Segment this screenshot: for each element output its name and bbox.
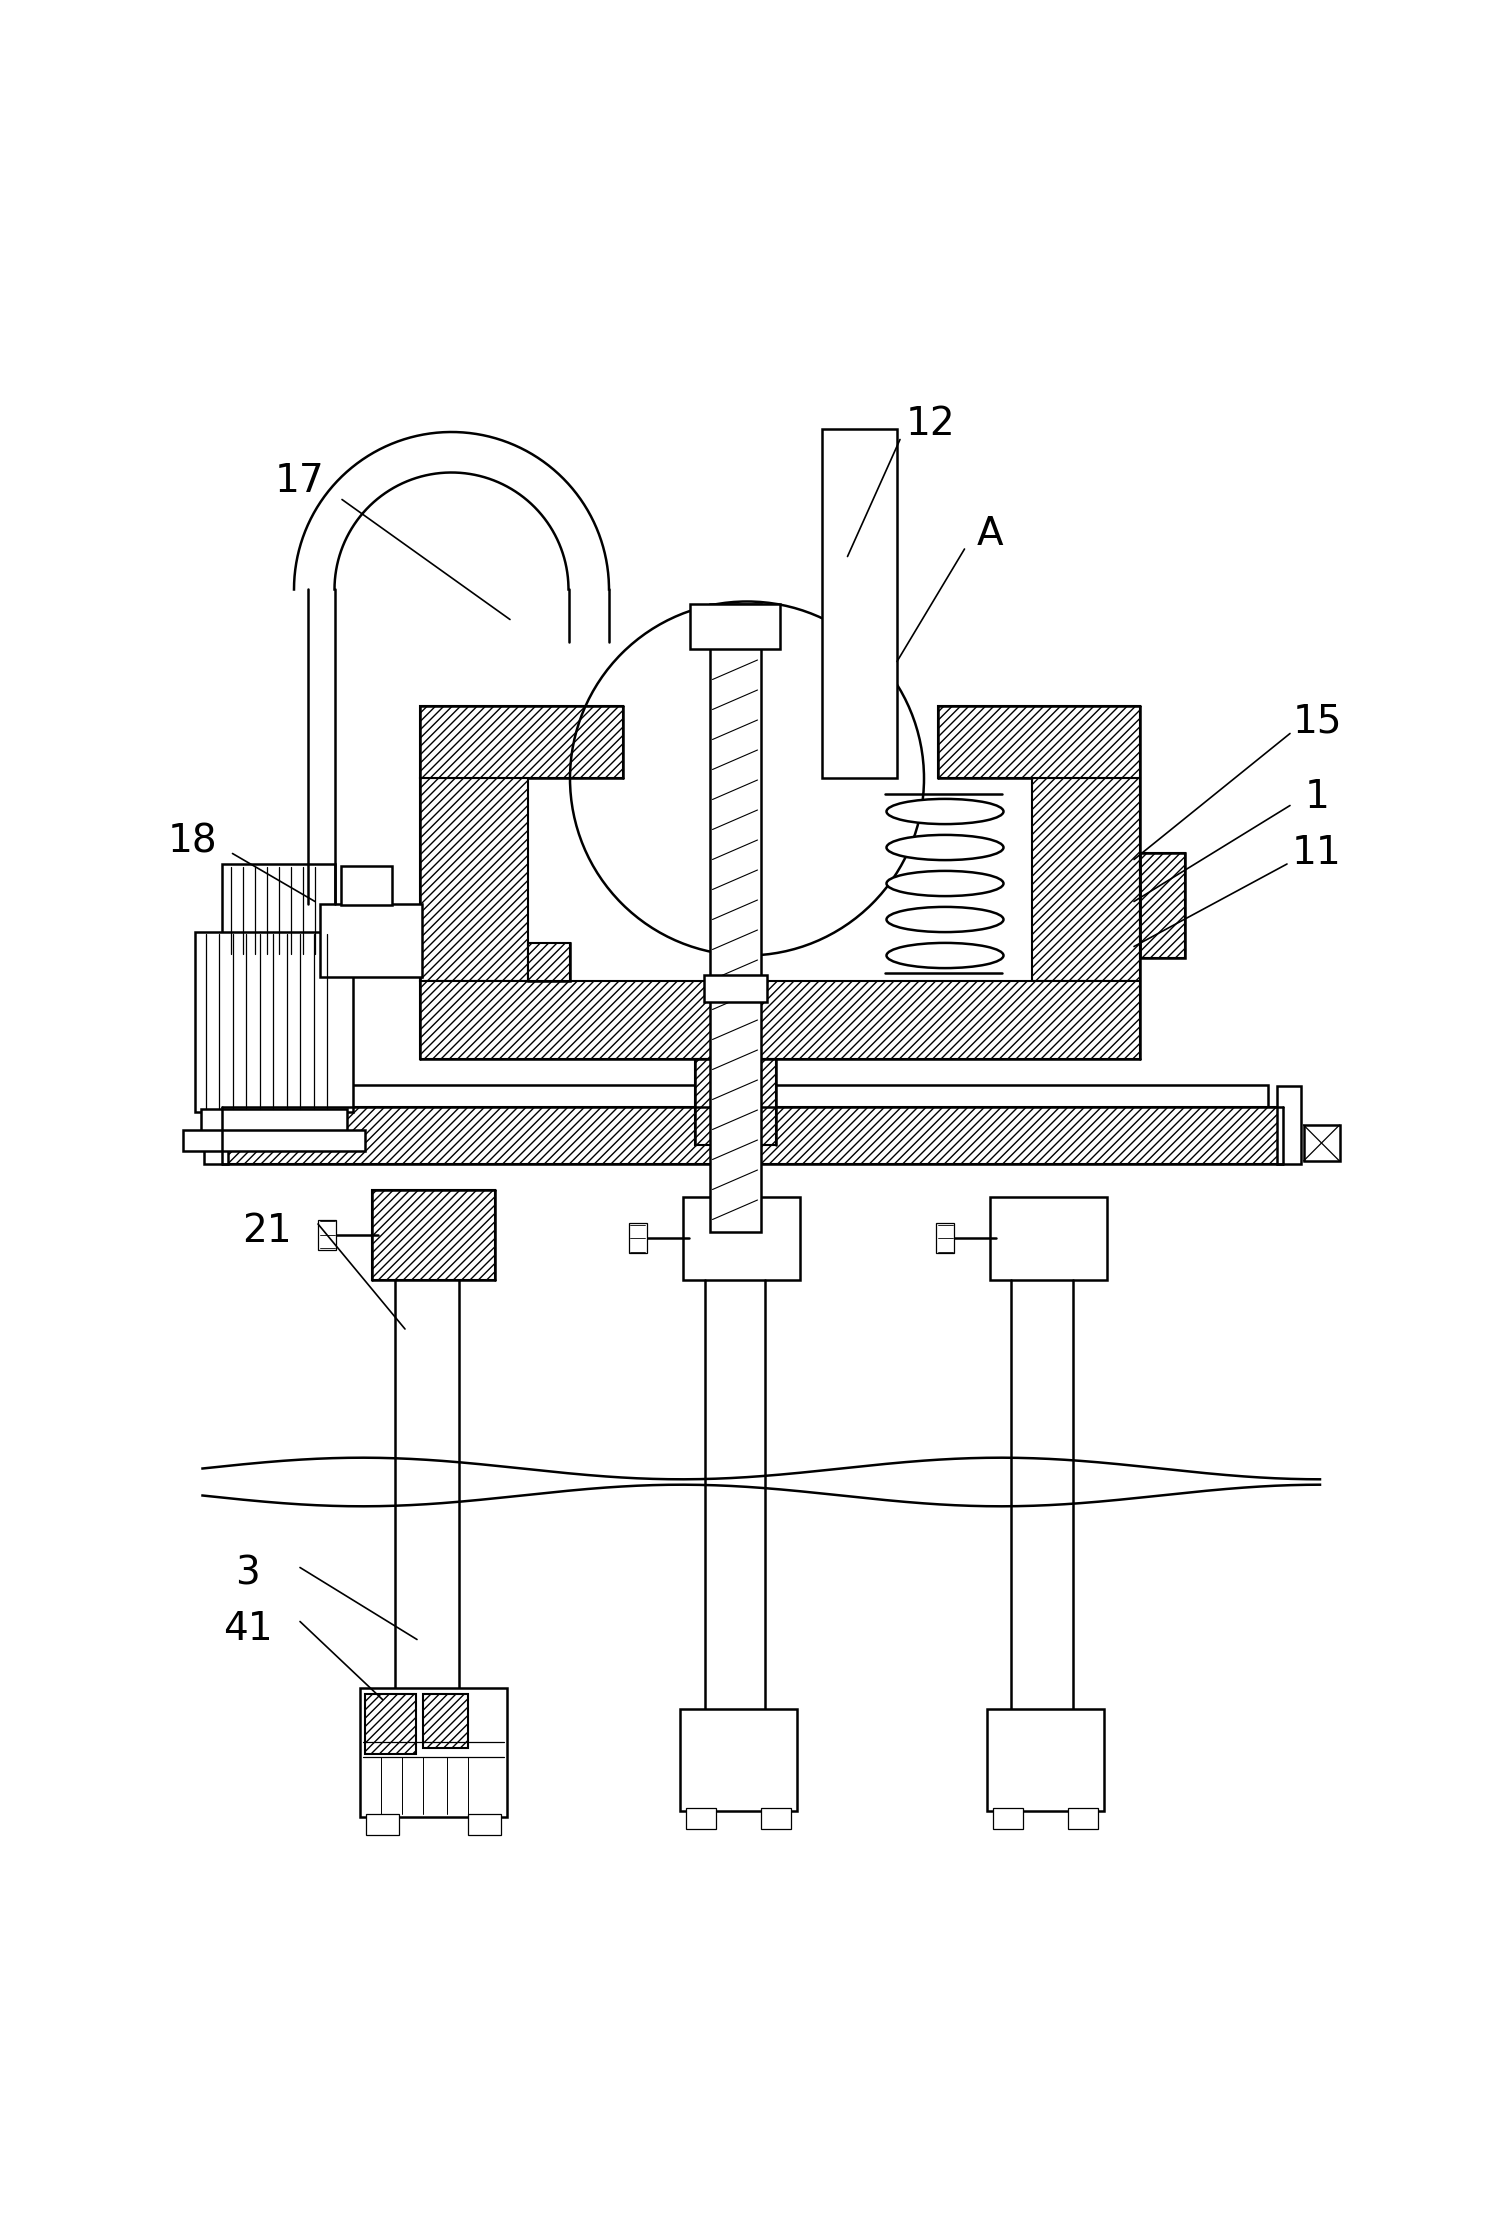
Bar <box>686 1807 716 1830</box>
Bar <box>690 605 780 649</box>
Ellipse shape <box>886 943 1004 967</box>
Text: 17: 17 <box>274 462 326 500</box>
Bar <box>372 1189 495 1280</box>
Text: 15: 15 <box>1292 702 1341 740</box>
Text: 3: 3 <box>236 1554 260 1592</box>
Bar <box>682 1196 800 1280</box>
Bar <box>993 1807 1023 1830</box>
Text: 12: 12 <box>904 405 956 445</box>
Bar <box>364 1694 416 1754</box>
Bar <box>420 778 528 980</box>
Bar <box>710 605 760 1232</box>
Bar <box>936 1223 954 1254</box>
Ellipse shape <box>886 798 1004 825</box>
Bar <box>528 943 570 980</box>
Bar <box>938 707 1140 778</box>
Bar <box>680 1709 796 1810</box>
Text: 41: 41 <box>222 1609 273 1647</box>
Bar <box>1276 1087 1300 1165</box>
Bar <box>204 1087 228 1165</box>
Bar <box>528 778 1032 980</box>
Bar <box>1068 1807 1098 1830</box>
Bar <box>420 707 622 778</box>
Text: 11: 11 <box>1292 834 1342 871</box>
Bar <box>1032 778 1140 980</box>
Bar <box>340 865 392 905</box>
Text: 21: 21 <box>242 1212 292 1252</box>
Bar <box>628 1223 646 1254</box>
Bar <box>320 905 422 976</box>
Text: 18: 18 <box>166 823 218 860</box>
Bar <box>183 1129 364 1152</box>
Bar <box>822 429 897 778</box>
Bar <box>423 1694 468 1747</box>
Bar <box>222 865 334 956</box>
Text: A: A <box>976 516 1004 554</box>
Ellipse shape <box>886 907 1004 931</box>
Bar <box>195 931 352 1112</box>
Bar <box>990 1196 1107 1280</box>
Bar <box>1304 1125 1340 1160</box>
Bar <box>360 1687 507 1816</box>
Bar <box>237 1085 1268 1107</box>
Bar <box>694 1058 776 1145</box>
Bar <box>222 1107 1282 1165</box>
Bar <box>318 1220 336 1249</box>
Bar <box>1140 854 1185 958</box>
Bar <box>704 976 766 1003</box>
Bar <box>420 980 1140 1058</box>
Bar <box>987 1709 1104 1810</box>
Text: 1: 1 <box>1305 778 1329 816</box>
Bar <box>1140 854 1185 958</box>
Bar <box>528 943 570 980</box>
Bar <box>366 1814 399 1834</box>
Bar <box>760 1807 790 1830</box>
Ellipse shape <box>886 871 1004 896</box>
Bar <box>468 1814 501 1834</box>
Bar <box>201 1109 346 1132</box>
Ellipse shape <box>886 836 1004 860</box>
